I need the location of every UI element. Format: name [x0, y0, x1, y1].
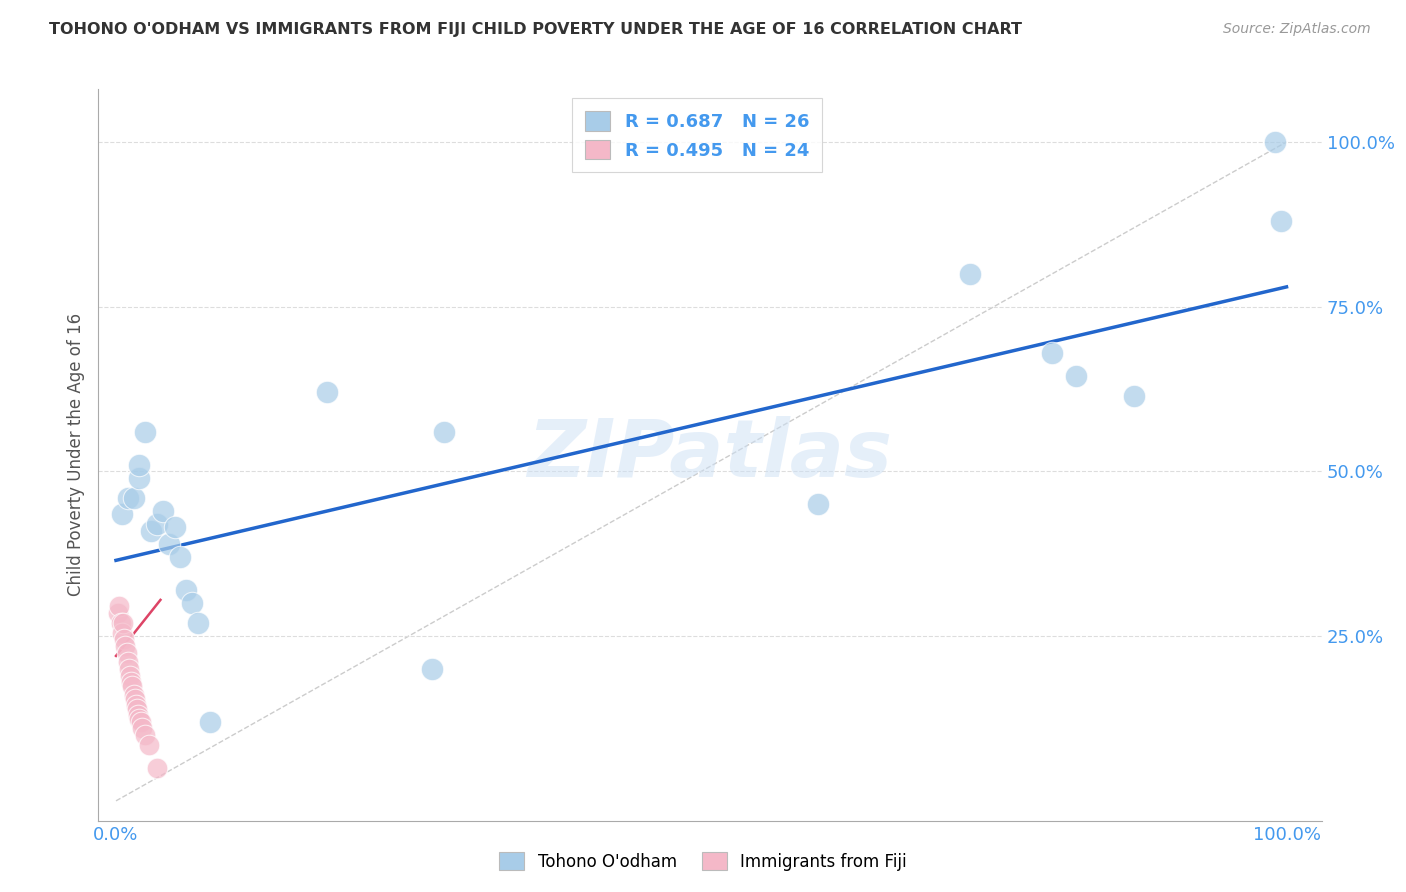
Point [110, 615, 132, 630]
Point [108, 599, 131, 614]
Point [146, 517, 169, 532]
Point [122, 689, 145, 703]
Point [959, 267, 981, 281]
Point [152, 504, 174, 518]
Point [138, 738, 160, 752]
Point [174, 582, 197, 597]
Point [131, 722, 153, 736]
Point [163, 520, 186, 534]
Point [127, 708, 149, 723]
Point [315, 385, 337, 400]
Point [114, 639, 136, 653]
Point [139, 524, 162, 538]
Point [1270, 214, 1292, 228]
Point [111, 615, 134, 630]
Point [198, 714, 221, 729]
Point [128, 471, 150, 485]
Point [111, 507, 134, 521]
Point [128, 711, 150, 725]
Text: ZIPatlas: ZIPatlas [527, 416, 893, 494]
Point [118, 668, 141, 682]
Point [117, 656, 139, 670]
Legend: R = 0.687   N = 26, R = 0.495   N = 24: R = 0.687 N = 26, R = 0.495 N = 24 [572, 98, 821, 172]
Text: TOHONO O'ODHAM VS IMMIGRANTS FROM FIJI CHILD POVERTY UNDER THE AGE OF 16 CORRELA: TOHONO O'ODHAM VS IMMIGRANTS FROM FIJI C… [49, 22, 1022, 37]
Point [107, 606, 129, 620]
Point [120, 675, 142, 690]
Point [1042, 345, 1064, 359]
Point [433, 425, 456, 439]
Point [1264, 135, 1286, 149]
Point [187, 615, 209, 630]
Point [124, 691, 146, 706]
Point [125, 701, 148, 715]
Legend: Tohono O'odham, Immigrants from Fiji: Tohono O'odham, Immigrants from Fiji [491, 844, 915, 880]
Point [1123, 389, 1146, 403]
Point [157, 537, 180, 551]
Point [128, 458, 150, 472]
Point [117, 491, 139, 505]
Point [121, 679, 143, 693]
Point [181, 596, 204, 610]
Point [125, 698, 148, 713]
Point [115, 646, 138, 660]
Point [111, 625, 134, 640]
Point [112, 632, 135, 647]
Y-axis label: Child Poverty Under the Age of 16: Child Poverty Under the Age of 16 [66, 313, 84, 597]
Point [146, 761, 169, 775]
Text: Source: ZipAtlas.com: Source: ZipAtlas.com [1223, 22, 1371, 37]
Point [122, 491, 145, 505]
Point [118, 662, 141, 676]
Point [807, 497, 830, 511]
Point [1064, 368, 1087, 383]
Point [129, 714, 152, 729]
Point [420, 662, 443, 676]
Point [169, 550, 191, 565]
Point [134, 425, 156, 439]
Point [134, 728, 156, 742]
